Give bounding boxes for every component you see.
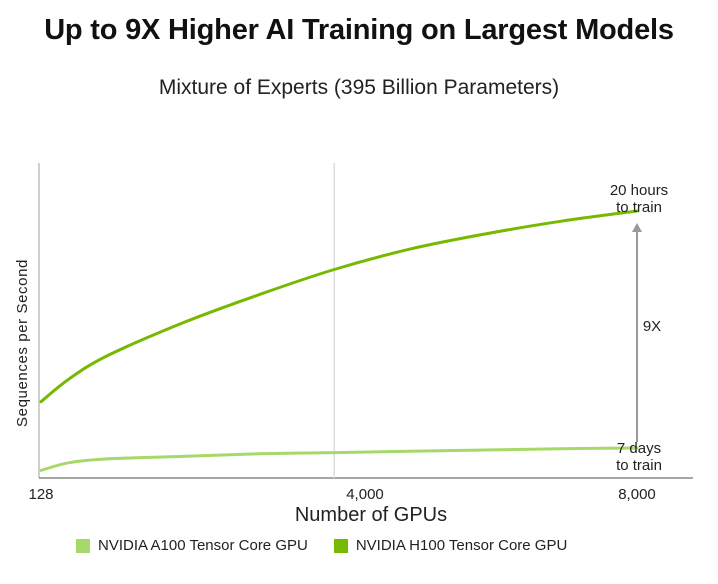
x-tick-label-4000: 4,000 xyxy=(346,486,384,503)
a100-annotation-line2: to train xyxy=(616,457,662,474)
x-tick-label-8000: 8,000 xyxy=(618,486,656,503)
chart-subtitle: Mixture of Experts (395 Billion Paramete… xyxy=(158,76,560,99)
legend-item-h100: NVIDIA H100 Tensor Core GPU xyxy=(333,537,568,554)
chart-title: Up to 9X Higher AI Training on Largest M… xyxy=(44,14,674,46)
legend-item-a100: NVIDIA A100 Tensor Core GPU xyxy=(76,537,308,554)
legend-label-h100: NVIDIA H100 Tensor Core GPU xyxy=(355,537,568,554)
chart-legend: NVIDIA A100 Tensor Core GPU NVIDIA H100 … xyxy=(76,537,567,554)
x-axis-label: Number of GPUs xyxy=(295,504,447,526)
x-tick-label-128: 128 xyxy=(28,486,53,503)
legend-swatch-a100 xyxy=(76,538,90,553)
legend-label-a100: NVIDIA A100 Tensor Core GPU xyxy=(98,537,308,554)
y-axis-label: Sequences per Second xyxy=(14,259,31,427)
a100-annotation-line1: 7 days xyxy=(617,440,661,457)
series-line-h100 xyxy=(39,209,639,404)
legend-swatch-h100 xyxy=(333,538,348,553)
h100-annotation-line1: 20 hours xyxy=(610,182,668,199)
h100-annotation-line2: to train xyxy=(616,199,662,216)
series-line-a100 xyxy=(39,446,639,472)
improvement-arrow-head xyxy=(632,223,642,232)
improvement-label: 9X xyxy=(643,318,661,335)
